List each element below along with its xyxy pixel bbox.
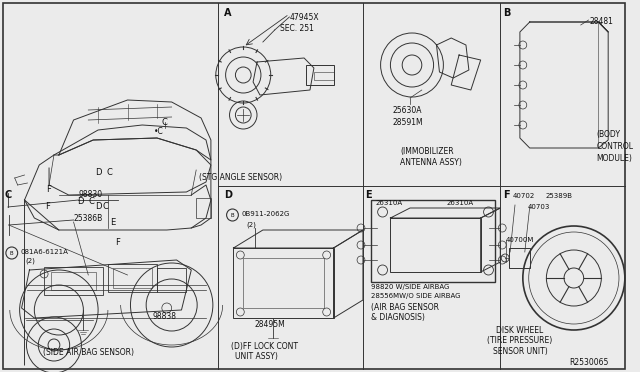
Text: SEC. 251: SEC. 251	[280, 24, 314, 33]
Text: C: C	[5, 190, 12, 200]
Text: ANTENNA ASSY): ANTENNA ASSY)	[400, 158, 462, 167]
Text: B: B	[503, 8, 511, 18]
Bar	[314, 72, 333, 80]
Text: F: F	[115, 238, 120, 247]
Text: E: E	[365, 190, 372, 200]
Text: C: C	[107, 168, 113, 177]
Text: & DIAGNOSIS): & DIAGNOSIS)	[371, 313, 425, 322]
Text: C: C	[88, 197, 94, 206]
Text: 47945X: 47945X	[289, 13, 319, 22]
Text: (2): (2)	[26, 258, 35, 264]
Text: F: F	[45, 202, 49, 211]
Text: 28556MW/O SIDE AIRBAG: 28556MW/O SIDE AIRBAG	[371, 293, 460, 299]
Text: 081A6-6121A: 081A6-6121A	[20, 249, 68, 255]
Text: 28495M: 28495M	[254, 320, 285, 329]
Text: (D)FF LOCK CONT: (D)FF LOCK CONT	[230, 342, 298, 351]
Text: (STG ANGLE SENSOR): (STG ANGLE SENSOR)	[199, 173, 282, 182]
Text: A: A	[223, 8, 231, 18]
Bar	[371, 200, 495, 282]
Bar	[306, 65, 333, 85]
Text: R2530065: R2530065	[569, 358, 608, 367]
Text: 26310A: 26310A	[446, 200, 474, 206]
Text: 0B911-2062G: 0B911-2062G	[241, 211, 290, 217]
Text: D: D	[223, 190, 232, 200]
Text: UNIT ASSY): UNIT ASSY)	[236, 352, 278, 361]
Text: (BODY: (BODY	[596, 130, 620, 139]
Text: CONTROL: CONTROL	[596, 142, 634, 151]
Text: 28481: 28481	[589, 17, 613, 26]
Text: 98830: 98830	[79, 190, 102, 199]
Text: B: B	[10, 250, 13, 256]
Text: D: D	[95, 168, 101, 177]
Text: 25630A: 25630A	[392, 106, 422, 115]
Bar	[157, 268, 186, 292]
Text: 28591M: 28591M	[392, 118, 423, 127]
Text: (2): (2)	[246, 221, 256, 228]
Text: 98820 W/SIDE AIRBAG: 98820 W/SIDE AIRBAG	[371, 284, 449, 290]
Text: (TIRE PRESSURE): (TIRE PRESSURE)	[487, 336, 552, 345]
Text: B: B	[230, 212, 234, 218]
Text: 40700M: 40700M	[506, 237, 534, 243]
Bar	[44, 267, 103, 295]
Text: •C: •C	[154, 127, 164, 136]
Bar	[51, 272, 96, 290]
Text: 98838: 98838	[152, 312, 176, 321]
Bar	[113, 268, 152, 288]
Bar	[509, 248, 530, 268]
Bar	[196, 198, 211, 218]
Text: C: C	[102, 202, 108, 211]
Bar	[243, 258, 324, 308]
Text: D: D	[95, 202, 101, 211]
Text: C: C	[162, 118, 168, 127]
Text: DISK WHEEL: DISK WHEEL	[496, 326, 543, 335]
Bar	[108, 264, 157, 292]
Text: F: F	[47, 185, 51, 194]
Text: E: E	[110, 218, 115, 227]
Text: 25386B: 25386B	[74, 214, 103, 223]
Text: (IMMOBILIZER: (IMMOBILIZER	[400, 147, 454, 156]
Text: SENSOR UNIT): SENSOR UNIT)	[493, 347, 547, 356]
Text: F: F	[503, 190, 510, 200]
Text: D: D	[77, 197, 83, 206]
Text: 26310A: 26310A	[376, 200, 403, 206]
Text: 25389B: 25389B	[545, 193, 572, 199]
Text: (SIDE AIR BAG SENSOR): (SIDE AIR BAG SENSOR)	[43, 348, 134, 357]
Text: MODULE): MODULE)	[596, 154, 632, 163]
Bar	[390, 218, 481, 272]
Text: (AIR BAG SENSOR: (AIR BAG SENSOR	[371, 303, 439, 312]
Text: 40702: 40702	[513, 193, 535, 199]
Text: 40703: 40703	[528, 204, 550, 210]
Bar	[234, 248, 333, 318]
